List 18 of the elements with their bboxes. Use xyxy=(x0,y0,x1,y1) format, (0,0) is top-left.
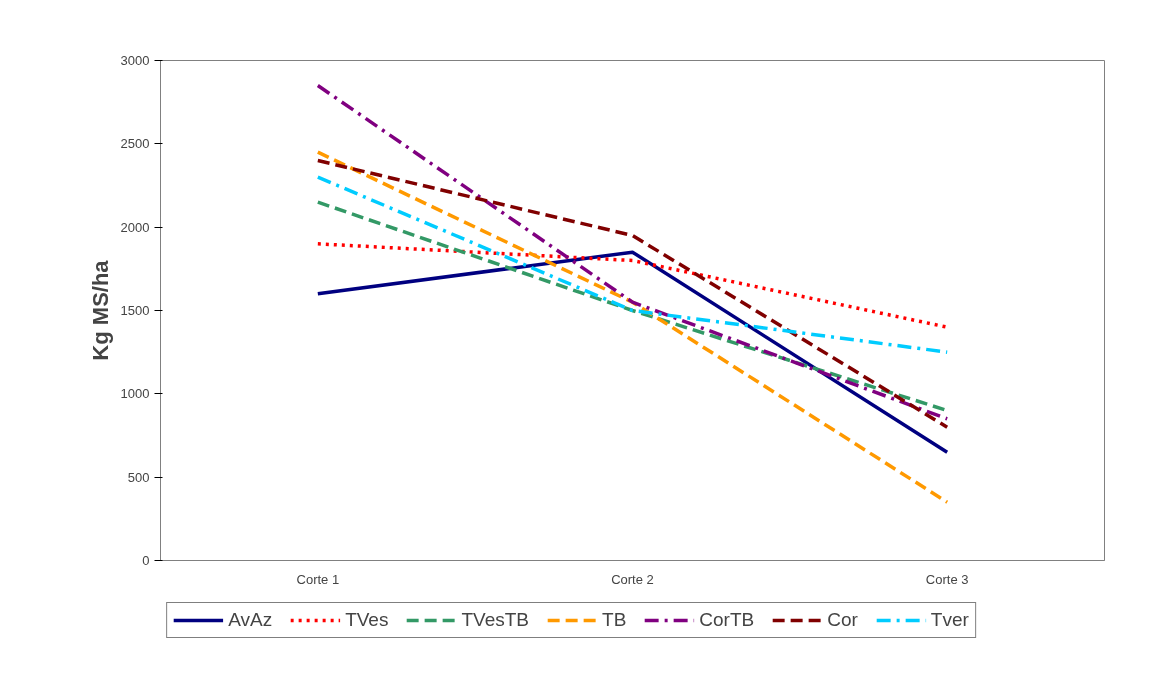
legend-label: TVes xyxy=(345,609,389,631)
y-tick-label: 500 xyxy=(127,469,150,485)
legend-label: TVesTB xyxy=(461,609,530,631)
y-tick-label: 2500 xyxy=(120,136,150,152)
x-tick-label: Corte 1 xyxy=(296,571,340,587)
y-tick-label: 0 xyxy=(142,553,150,568)
y-tick-label: 2000 xyxy=(120,219,150,235)
legend-label: Cor xyxy=(827,609,858,631)
x-tick-label: Corte 2 xyxy=(611,571,654,587)
legend-label: CorTB xyxy=(699,609,755,631)
y-tick-label: 3000 xyxy=(120,53,150,68)
x-tick-label: Corte 3 xyxy=(925,571,969,587)
legend-label: TB xyxy=(602,609,627,631)
y-axis-title: Kg MS/ha xyxy=(87,259,113,361)
y-tick-label: 1000 xyxy=(120,386,150,402)
y-tick-label: 1500 xyxy=(120,303,150,318)
legend-label: Tver xyxy=(930,609,969,631)
legend-label: AvAz xyxy=(228,609,273,631)
